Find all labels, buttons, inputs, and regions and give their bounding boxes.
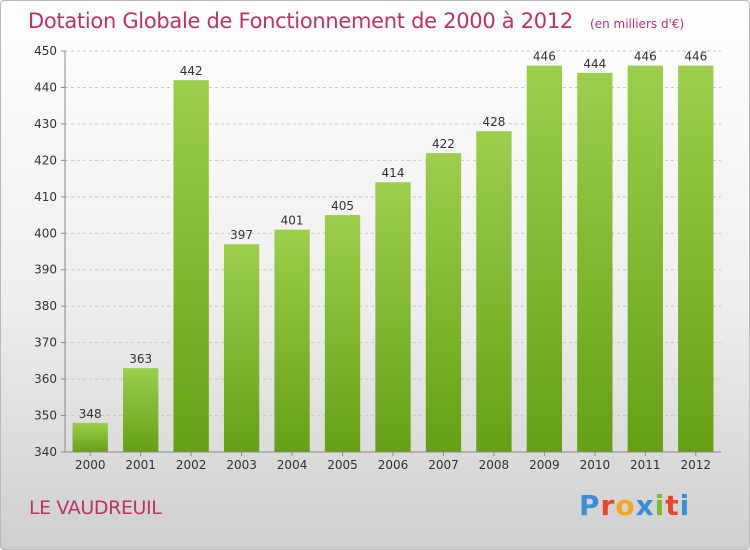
bar-2006 [375,182,411,452]
x-tick-label: 2012 [680,458,711,472]
x-tick-label: 2005 [327,458,358,472]
bar-value-label: 446 [533,50,556,64]
bar-value-label: 442 [180,64,203,78]
bar-value-label: 422 [432,137,455,151]
logo-letter: i [679,489,691,522]
x-tick-label: 2002 [176,458,207,472]
y-tick-label: 400 [34,226,57,240]
y-tick-label: 340 [34,445,57,459]
logo-letter: i [654,489,666,522]
bar-value-label: 428 [482,115,505,129]
y-tick-label: 370 [34,336,57,350]
bar-2000 [72,422,108,452]
logo-letter: t [665,489,680,522]
logo-letter: o [615,489,636,522]
x-tick-label: 2011 [630,458,661,472]
y-tick-label: 440 [34,80,57,94]
y-tick-label: 360 [34,372,57,386]
bar-2007 [425,153,462,452]
bar-2009 [526,65,563,452]
proxiti-logo: Proxiti [579,489,690,522]
bar-value-label: 397 [230,228,253,242]
bar-value-label: 401 [281,214,304,228]
axes: 340 350 360 370 380 390 400 410 420 430 440 450 2000… [34,44,721,472]
bars: 348 363 442 397 401 405 414 422 428 446 444 446 446 [72,50,714,452]
y-tick-label: 410 [34,190,57,204]
x-tick-label: 2000 [75,458,106,472]
bar-2003 [223,244,260,452]
chart-title: Dotation Globale de Fonctionnement de 20… [28,9,573,33]
bar-2004 [274,229,310,452]
logo-letter: P [579,489,601,522]
x-tick-label: 2004 [277,458,308,472]
bar-value-label: 446 [684,50,707,64]
bar-2005 [324,215,361,452]
x-tick-label: 2006 [378,458,409,472]
y-tick-label: 380 [34,299,57,313]
x-tick-label: 2007 [428,458,459,472]
commune-name: LE VAUDREUIL [29,497,162,519]
bar-value-label: 444 [583,57,606,71]
bar-2001 [123,368,159,452]
bar-2011 [627,65,663,452]
bar-value-label: 446 [634,50,657,64]
y-tick-label: 430 [34,117,57,131]
logo-letter: x [635,489,655,522]
bar-2010 [577,72,613,452]
logo-letter: r [600,489,616,522]
bar-value-label: 363 [129,352,152,366]
x-tick-label: 2010 [580,458,611,472]
y-tick-label: 350 [34,409,57,423]
x-tick-label: 2009 [529,458,560,472]
bar-value-label: 405 [331,199,354,213]
x-tick-label: 2001 [125,458,156,472]
bar-value-label: 348 [79,407,102,421]
y-tick-label: 420 [34,153,57,167]
chart-subtitle: (en milliers d'€) [590,17,685,31]
y-tick-label: 450 [34,44,57,58]
bar-2002 [173,80,209,452]
title-row: Dotation Globale de Fonctionnement de 20… [28,9,684,33]
bar-2008 [476,131,512,452]
bar-value-label: 414 [382,166,405,180]
x-tick-label: 2003 [226,458,257,472]
x-tick-label: 2008 [479,458,510,472]
y-tick-label: 390 [34,263,57,277]
bar-2012 [678,65,714,452]
